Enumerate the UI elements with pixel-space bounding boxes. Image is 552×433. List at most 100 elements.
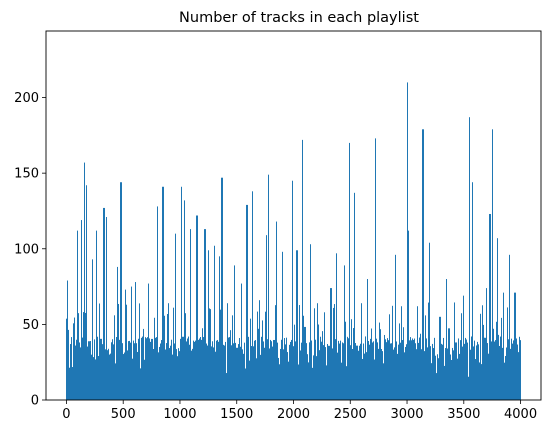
bar: [192, 348, 193, 400]
bar: [458, 338, 459, 400]
bar: [129, 340, 130, 400]
bar: [77, 230, 78, 400]
bar: [81, 220, 82, 400]
bar: [109, 354, 110, 400]
bar: [296, 250, 297, 400]
bar: [366, 352, 367, 400]
bar: [372, 342, 373, 400]
bar: [235, 342, 236, 400]
bar: [476, 345, 477, 400]
bar: [117, 266, 118, 400]
bar: [281, 339, 282, 400]
bar: [166, 343, 167, 400]
bar: [329, 345, 330, 400]
bar: [161, 340, 162, 400]
bar: [128, 341, 129, 400]
bar: [310, 244, 311, 400]
bar: [293, 346, 294, 400]
bar: [74, 317, 75, 400]
bar: [266, 235, 267, 400]
bar: [260, 354, 261, 400]
bar: [168, 303, 169, 400]
bar: [350, 345, 351, 400]
bar: [265, 311, 266, 400]
bar: [488, 353, 489, 400]
bar: [262, 320, 263, 400]
bar: [405, 346, 406, 400]
bar: [213, 347, 214, 400]
bar: [233, 343, 234, 400]
bars: [66, 82, 521, 401]
bar: [517, 344, 518, 400]
bar: [175, 233, 176, 400]
bar: [416, 349, 417, 400]
bar: [131, 286, 132, 400]
bar: [342, 342, 343, 400]
bar: [187, 338, 188, 400]
bar: [244, 342, 245, 400]
bar: [433, 348, 434, 400]
bar: [445, 348, 446, 400]
bar: [428, 302, 429, 400]
bar: [406, 344, 407, 400]
bar: [452, 347, 453, 400]
bar: [123, 354, 124, 400]
bar: [415, 343, 416, 400]
bar: [78, 313, 79, 400]
bar: [434, 337, 435, 400]
bar: [462, 346, 463, 400]
bar: [419, 337, 420, 400]
bar: [319, 350, 320, 400]
bar: [232, 315, 233, 400]
bar: [91, 354, 92, 400]
bar: [247, 204, 248, 400]
bar: [513, 340, 514, 400]
bar: [506, 347, 507, 400]
bar: [473, 346, 474, 400]
bar: [184, 200, 185, 400]
bar: [157, 206, 158, 400]
bar: [317, 303, 318, 400]
bar: [107, 350, 108, 400]
bar: [357, 345, 358, 400]
bar: [177, 356, 178, 400]
bar: [217, 339, 218, 400]
bar: [141, 337, 142, 400]
bar: [449, 328, 450, 400]
bar: [511, 338, 512, 400]
bar: [510, 348, 511, 400]
bar: [92, 259, 93, 400]
bar: [336, 253, 337, 400]
bar: [112, 339, 113, 400]
bar: [253, 346, 254, 400]
bar: [85, 312, 86, 400]
bar: [111, 342, 112, 400]
bar: [443, 337, 444, 400]
bar: [387, 338, 388, 400]
bar: [207, 345, 208, 400]
bar: [240, 346, 241, 400]
bar: [378, 348, 379, 400]
bar: [438, 358, 439, 400]
bar: [212, 341, 213, 400]
bar: [256, 358, 257, 400]
bar: [483, 324, 484, 400]
bar: [475, 359, 476, 400]
bar: [320, 336, 321, 400]
bar: [384, 334, 385, 400]
bar: [414, 338, 415, 400]
bar: [152, 338, 153, 400]
bar: [200, 337, 201, 400]
bar: [139, 303, 140, 400]
bar: [390, 343, 391, 400]
bar: [83, 312, 84, 400]
bar: [461, 313, 462, 400]
bar: [367, 279, 368, 400]
bar: [431, 363, 432, 400]
bar: [349, 142, 350, 400]
bar: [164, 315, 165, 400]
bar: [126, 304, 127, 400]
bar: [242, 349, 243, 400]
bar: [225, 341, 226, 400]
bar: [149, 338, 150, 400]
